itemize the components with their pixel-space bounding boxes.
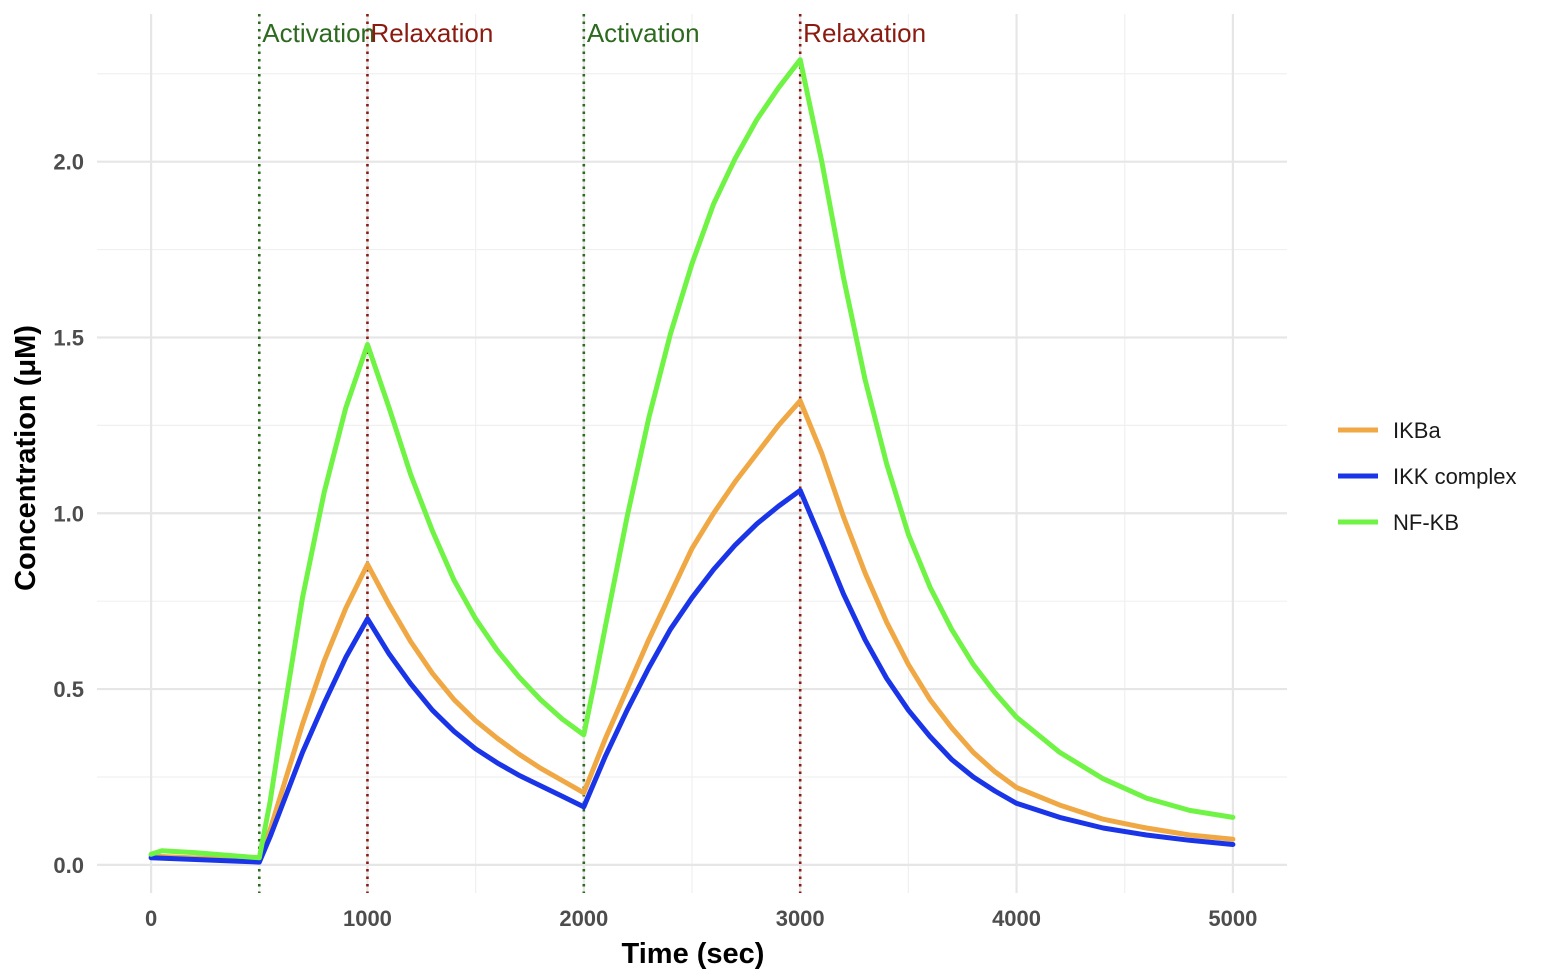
x-tick-label: 3000 (776, 906, 825, 931)
legend-label: NF-KB (1393, 510, 1459, 535)
series-line-ikk-complex (148, 487, 1236, 865)
phase-label: Activation (262, 18, 375, 48)
x-axis-tick-labels: 0 1000 2000 3000 4000 5000 (145, 906, 1257, 931)
y-axis-tick-labels: 0.0 0.5 1.0 1.5 2.0 (53, 150, 84, 878)
y-tick-label: 2.0 (53, 150, 84, 175)
x-axis-title: Time (sec) (622, 938, 765, 970)
series-lines (148, 57, 1236, 865)
y-tick-label: 1.0 (53, 501, 84, 526)
legend-label: IKK complex (1393, 464, 1517, 489)
x-tick-label: 1000 (343, 906, 392, 931)
y-axis-title: Concentration (μM) (10, 325, 42, 591)
x-tick-label: 2000 (559, 906, 608, 931)
x-tick-label: 0 (145, 906, 157, 931)
phase-label: Relaxation (803, 18, 926, 48)
legend-label: IKBa (1393, 418, 1441, 443)
phase-label: Relaxation (370, 18, 493, 48)
x-tick-label: 5000 (1208, 906, 1257, 931)
legend: IKBa IKK complex NF-KB (1338, 418, 1517, 535)
x-tick-label: 4000 (992, 906, 1041, 931)
phase-label: Activation (587, 18, 700, 48)
y-tick-label: 0.5 (53, 677, 84, 702)
series-line-nf-kb (148, 57, 1236, 861)
y-tick-label: 1.5 (53, 325, 84, 350)
major-gridlines (97, 14, 1287, 893)
y-tick-label: 0.0 (53, 853, 84, 878)
series-line-ikba (148, 398, 1236, 864)
